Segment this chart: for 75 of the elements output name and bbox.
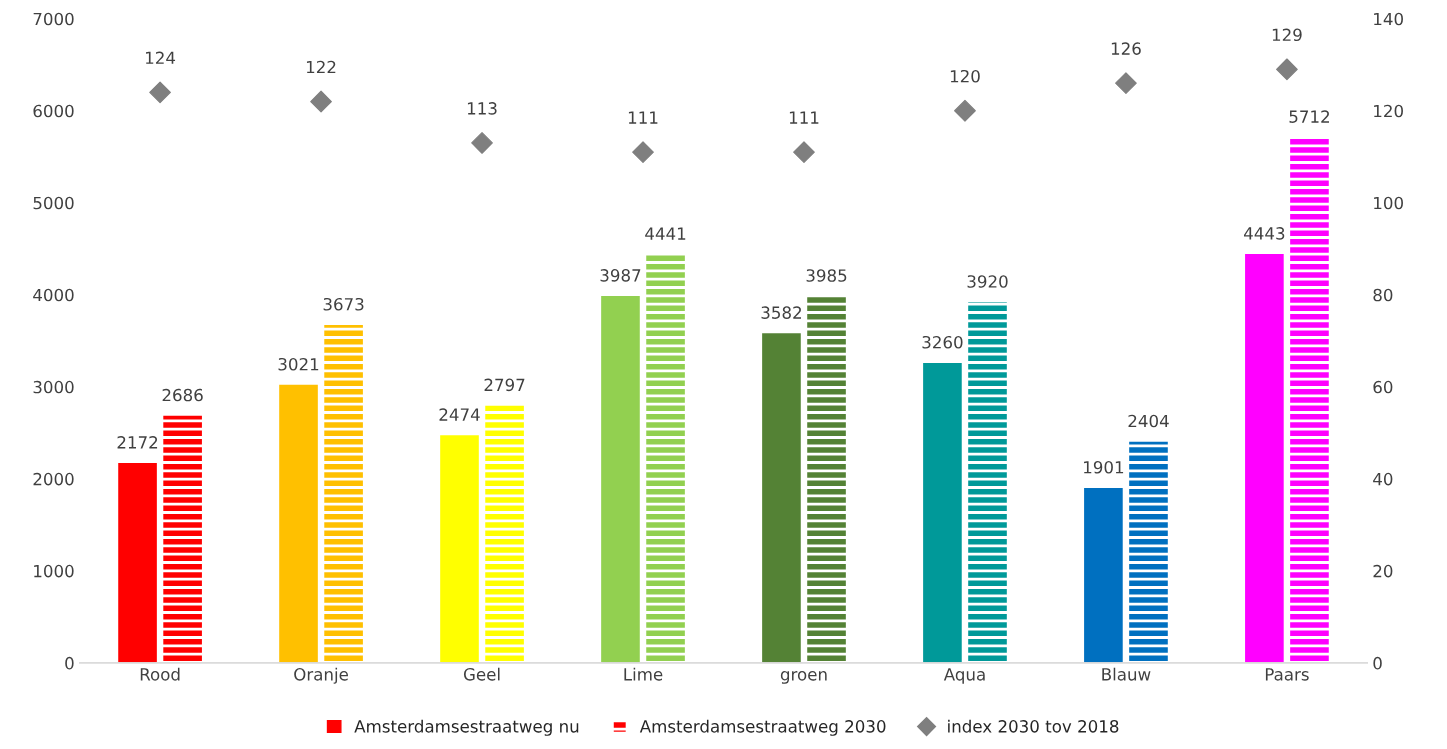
y2-tick-label: 100	[1374, 196, 1403, 210]
data-label: 3920	[967, 275, 1008, 288]
data-label: 111	[789, 111, 819, 124]
data-label: 122	[306, 60, 336, 74]
y-tick-label: 0	[65, 656, 74, 670]
data-label: 4441	[645, 227, 686, 240]
data-label: 2797	[484, 378, 525, 392]
y2-tick-label: 120	[1374, 104, 1403, 118]
data-label: 120	[950, 69, 980, 83]
bar	[762, 333, 801, 663]
bar	[601, 295, 640, 663]
y-tick-label: 3000	[33, 380, 74, 394]
point	[149, 81, 171, 104]
x-tick-label: Blauw	[1102, 667, 1151, 681]
x-tick-label: Paars	[1265, 668, 1309, 681]
data-label: 3987	[600, 269, 641, 282]
legend-label: Amsterdamsestraatweg nu	[354, 719, 579, 736]
bar	[1245, 254, 1284, 663]
y2-tick-label: 40	[1373, 472, 1393, 486]
data-label: 129	[1272, 28, 1302, 42]
bar	[485, 405, 524, 663]
point	[1276, 58, 1298, 81]
data-label: 3260	[922, 335, 963, 349]
legend-label: Amsterdamsestraatweg 2030	[639, 719, 886, 736]
x-tick-label: Oranje	[294, 667, 348, 684]
x-tick-label: Lime	[624, 667, 663, 681]
point	[793, 141, 815, 164]
data-label: 113	[467, 102, 497, 115]
data-label: 3582	[761, 306, 801, 319]
y2-tick-label: 140	[1374, 12, 1403, 26]
data-label: 111	[628, 111, 658, 124]
data-label: 2404	[1128, 414, 1169, 428]
bar	[163, 415, 202, 663]
bar	[279, 384, 318, 663]
y-tick-label: 2000	[33, 472, 74, 486]
y-tick-label: 1000	[34, 564, 74, 578]
y2-tick-label: 20	[1373, 564, 1393, 578]
data-label: 1901	[1084, 460, 1124, 474]
y-tick-label: 5000	[33, 196, 74, 210]
point	[310, 90, 332, 113]
bar	[324, 324, 363, 663]
legend-label: index 2030 tov 2018	[948, 719, 1119, 733]
bar	[646, 254, 685, 663]
bar	[807, 296, 846, 663]
y2-tick-label: 60	[1373, 380, 1393, 394]
y-tick-label: 6000	[33, 104, 74, 118]
data-label: 124	[146, 51, 176, 64]
data-label: 3021	[278, 357, 319, 371]
y-tick-label: 4000	[33, 288, 74, 302]
y2-tick-label: 0	[1373, 656, 1382, 670]
bar	[1129, 441, 1168, 663]
data-label: 5712	[1289, 110, 1329, 123]
y-tick-label: 7000	[33, 12, 74, 26]
point	[471, 132, 493, 154]
x-tick-label: Geel	[463, 667, 500, 681]
point	[1115, 72, 1137, 95]
point	[632, 141, 654, 164]
data-label: 2172	[117, 436, 158, 449]
data-label: 2686	[162, 388, 203, 402]
x-tick-label: groen	[780, 671, 827, 684]
y2-tick-label: 80	[1373, 288, 1393, 302]
bar	[440, 435, 479, 663]
bar	[923, 362, 962, 663]
data-label: 3673	[323, 297, 364, 311]
bar	[1290, 137, 1329, 663]
bar	[1084, 487, 1123, 663]
x-tick-label: Rood	[140, 667, 180, 681]
bar	[968, 302, 1007, 663]
data-label: 126	[1111, 42, 1141, 55]
data-label: 2474	[439, 408, 480, 421]
data-label: 3985	[806, 269, 847, 282]
point	[954, 99, 976, 122]
data-label: 4443	[1244, 227, 1285, 240]
x-tick-label: Aqua	[943, 668, 985, 684]
bar	[118, 463, 157, 663]
